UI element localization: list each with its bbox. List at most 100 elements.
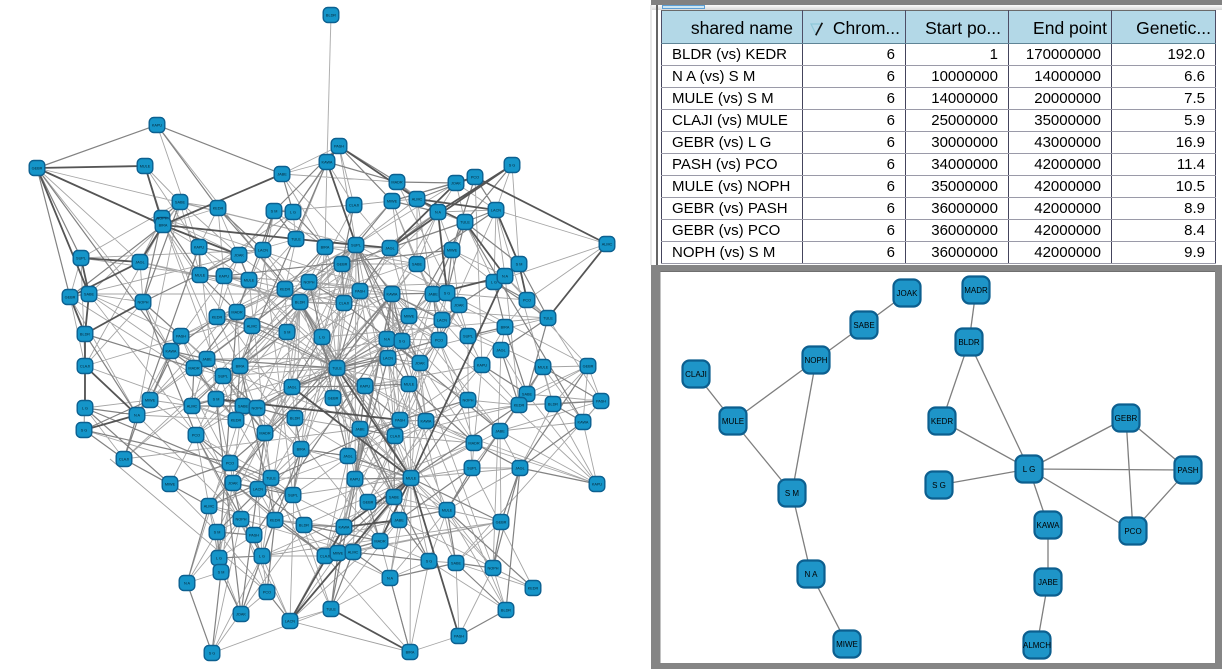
svg-text:MIWE: MIWE [145, 398, 156, 402]
svg-text:S G: S G [509, 163, 516, 167]
svg-text:JAGL: JAGL [343, 454, 353, 458]
svg-text:BIRA: BIRA [297, 447, 306, 451]
svg-text:JABE: JABE [394, 518, 404, 522]
svg-text:KAWA: KAWA [322, 160, 333, 164]
svg-text:KAPU: KAPU [152, 123, 163, 127]
svg-text:JOAK: JOAK [454, 303, 464, 307]
svg-text:MULE: MULE [722, 417, 744, 426]
svg-text:S G: S G [932, 481, 946, 490]
svg-text:MULE: MULE [442, 508, 453, 512]
svg-text:NOPH: NOPH [138, 300, 149, 304]
svg-text:KEDR: KEDR [212, 315, 223, 319]
svg-text:JABE: JABE [495, 429, 505, 433]
svg-text:SABE: SABE [238, 404, 249, 408]
svg-text:KEDR: KEDR [270, 518, 281, 522]
svg-text:PASH: PASH [355, 289, 365, 293]
svg-text:PCO: PCO [263, 590, 271, 594]
svg-text:JOAK: JOAK [451, 181, 461, 185]
svg-text:JABE: JABE [277, 172, 287, 176]
svg-text:KAWA: KAWA [1037, 521, 1061, 530]
svg-text:S G: S G [209, 651, 216, 655]
svg-text:BLDR: BLDR [299, 523, 309, 527]
svg-text:MADR: MADR [391, 180, 402, 184]
svg-text:TULE: TULE [543, 316, 553, 320]
svg-text:SUPL: SUPL [463, 334, 473, 338]
svg-text:CLAJI: CLAJI [320, 554, 330, 558]
svg-text:BIRA: BIRA [159, 223, 168, 227]
svg-text:PCO: PCO [192, 433, 200, 437]
svg-text:LACN: LACN [253, 487, 263, 491]
svg-text:GEBR: GEBR [583, 364, 594, 368]
svg-text:CLAJI: CLAJI [119, 457, 129, 461]
svg-text:BLDR: BLDR [548, 402, 558, 406]
svg-text:ALMC: ALMC [602, 242, 613, 246]
svg-text:KAPU: KAPU [194, 245, 205, 249]
svg-text:TULE: TULE [332, 366, 342, 370]
svg-text:GEBR: GEBR [65, 295, 76, 299]
svg-text:JAGL: JAGL [287, 385, 297, 389]
svg-text:TULE: TULE [266, 476, 276, 480]
svg-text:KEDR: KEDR [280, 287, 291, 291]
svg-text:L G: L G [216, 556, 222, 560]
svg-text:S G: S G [399, 339, 406, 343]
svg-text:ALMC: ALMC [412, 197, 423, 201]
svg-text:PCO: PCO [523, 298, 531, 302]
svg-text:KAPU: KAPU [219, 274, 230, 278]
svg-text:PCO: PCO [226, 461, 234, 465]
svg-text:TULE: TULE [291, 237, 301, 241]
svg-text:JOAK: JOAK [415, 361, 425, 365]
svg-text:ALMC: ALMC [204, 504, 215, 508]
svg-text:GEBR: GEBR [496, 520, 507, 524]
svg-text:PASH: PASH [454, 634, 464, 638]
svg-text:ALMCH: ALMCH [1023, 641, 1051, 650]
svg-text:BLDR: BLDR [326, 13, 336, 17]
svg-text:BLDR: BLDR [290, 416, 300, 420]
svg-text:CLAJI: CLAJI [349, 203, 359, 207]
svg-text:SABE: SABE [84, 292, 95, 296]
svg-text:KEDR: KEDR [931, 417, 953, 426]
svg-text:KAWA: KAWA [166, 349, 177, 353]
svg-text:BIRA: BIRA [501, 325, 510, 329]
svg-text:CLAJI: CLAJI [339, 301, 349, 305]
svg-text:S M: S M [516, 262, 523, 266]
svg-text:L G: L G [82, 406, 88, 410]
svg-text:MIWE: MIWE [165, 482, 176, 486]
svg-text:MADR: MADR [231, 310, 242, 314]
svg-text:L G: L G [1023, 465, 1036, 474]
svg-text:NOPH: NOPH [463, 398, 474, 402]
svg-text:KEDR: KEDR [514, 403, 525, 407]
svg-text:ALMC: ALMC [247, 324, 258, 328]
svg-text:JAGL: JAGL [385, 246, 395, 250]
svg-text:SABE: SABE [451, 561, 462, 565]
svg-text:KEDR: KEDR [528, 586, 539, 590]
svg-text:ALMC: ALMC [348, 550, 359, 554]
svg-text:SUPL: SUPL [467, 466, 477, 470]
svg-text:L G: L G [259, 554, 265, 558]
svg-text:BLDR: BLDR [958, 338, 980, 347]
svg-text:S G: S G [81, 428, 88, 432]
svg-text:BLDR: BLDR [295, 300, 305, 304]
svg-text:JAGL: JAGL [515, 466, 525, 470]
svg-text:GEBR: GEBR [337, 262, 348, 266]
svg-text:CLAJI: CLAJI [685, 370, 707, 379]
svg-text:MIWE: MIWE [447, 248, 458, 252]
svg-text:PASH: PASH [176, 334, 186, 338]
svg-text:PASH: PASH [334, 144, 344, 148]
svg-text:N A: N A [435, 210, 442, 214]
svg-text:JABE: JABE [428, 292, 438, 296]
svg-text:S M: S M [271, 209, 278, 213]
svg-text:KAWA: KAWA [339, 525, 350, 529]
svg-text:KAPU: KAPU [592, 482, 603, 486]
svg-text:KAPU: KAPU [477, 363, 488, 367]
svg-text:PASH: PASH [596, 399, 606, 403]
svg-text:JABE: JABE [1038, 578, 1058, 587]
svg-text:NOPH: NOPH [252, 406, 263, 410]
svg-text:GEBR: GEBR [1115, 414, 1138, 423]
svg-text:SABE: SABE [389, 495, 400, 499]
svg-text:MADR: MADR [374, 539, 385, 543]
svg-text:NOPH: NOPH [304, 280, 315, 284]
svg-text:BIRA: BIRA [321, 245, 330, 249]
svg-text:MULE: MULE [195, 273, 206, 277]
svg-text:N A: N A [134, 413, 141, 417]
svg-text:CLAJI: CLAJI [80, 364, 90, 368]
